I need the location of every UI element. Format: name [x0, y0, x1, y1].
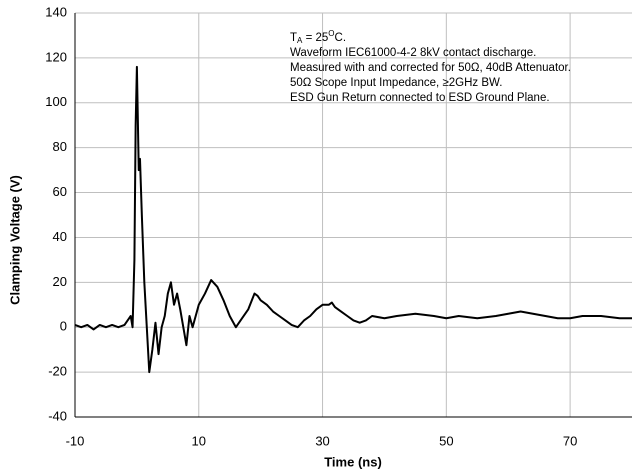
annotation: Waveform IEC61000-4-2 8kV contact discha… — [290, 47, 536, 59]
x-tick-label: 10 — [192, 433, 206, 448]
annotation: 50Ω Scope Input Impedance, ≥2GHz BW. — [290, 77, 502, 89]
y-tick-label: 40 — [53, 229, 67, 244]
x-tick-label: 30 — [315, 433, 329, 448]
annotation-part: O — [328, 29, 334, 38]
y-tick-label: 140 — [45, 4, 67, 19]
x-axis-title: Time (ns) — [324, 454, 382, 469]
x-tick-label: 70 — [563, 433, 577, 448]
y-axis-title: Clamping Voltage (V) — [7, 175, 22, 305]
x-tick-label: -10 — [66, 433, 85, 448]
annotation-part: C. — [335, 32, 347, 44]
y-tick-label: 20 — [53, 274, 67, 289]
annotation-part: = 25 — [302, 32, 328, 44]
y-tick-label: 100 — [45, 94, 67, 109]
y-tick-label: 60 — [53, 184, 67, 199]
y-tick-label: 80 — [53, 139, 67, 154]
annotation: Measured with and corrected for 50Ω, 40d… — [290, 62, 571, 74]
annotation-part: A — [297, 36, 303, 45]
annotation-part: T — [290, 32, 297, 44]
y-tick-label: -40 — [48, 408, 67, 423]
annotation: TA = 25OC. — [290, 29, 346, 45]
x-tick-label: 50 — [439, 433, 453, 448]
y-tick-label: 120 — [45, 49, 67, 64]
y-tick-label: 0 — [60, 319, 67, 334]
data-line — [74, 65, 632, 374]
y-tick-label: -20 — [48, 364, 67, 379]
annotation: ESD Gun Return connected to ESD Ground P… — [290, 92, 550, 104]
